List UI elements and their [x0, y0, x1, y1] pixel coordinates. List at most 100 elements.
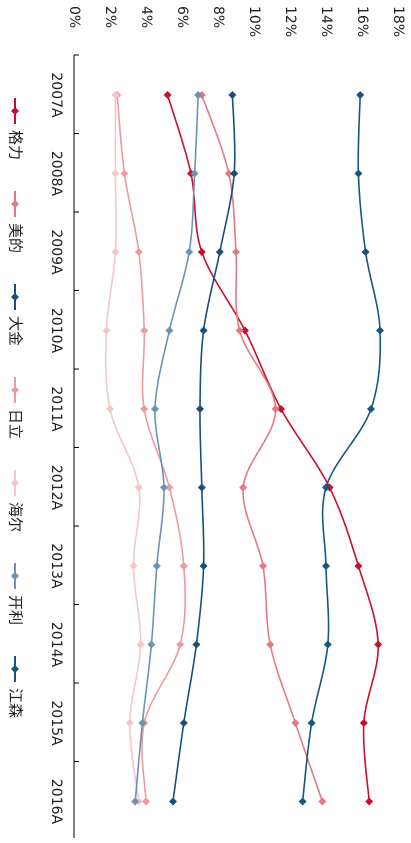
- series-3: [169, 91, 239, 806]
- data-point: [241, 326, 249, 335]
- series-line: [172, 94, 236, 802]
- data-point: [232, 248, 240, 256]
- category-label: 2010A: [48, 308, 64, 354]
- value-tick-label: 6%: [174, 6, 190, 28]
- series-5: [102, 91, 145, 806]
- legend-marker: [11, 386, 19, 394]
- data-point: [134, 248, 143, 256]
- data-point: [169, 797, 177, 806]
- category-label: 2011A: [48, 386, 64, 432]
- legend-label: 海尔: [7, 502, 25, 532]
- data-point: [277, 405, 285, 413]
- legend-label: 江森: [7, 688, 25, 718]
- category-label: 2016A: [48, 779, 64, 825]
- data-point: [140, 405, 149, 413]
- legend-item: 开利: [7, 563, 25, 625]
- category-label: 2007A: [48, 72, 64, 118]
- legend-label: 格力: [7, 130, 25, 160]
- value-tick-label: 16%: [354, 6, 370, 37]
- data-point: [239, 483, 248, 492]
- data-point: [318, 797, 327, 806]
- data-point: [163, 91, 172, 99]
- legend-marker: [11, 479, 19, 487]
- data-point: [359, 719, 368, 727]
- data-point: [111, 169, 120, 178]
- data-point: [120, 169, 129, 178]
- value-tick-label: 14%: [318, 6, 334, 37]
- category-axis: 2007A 2008A 2009A 2010A 2011A 2012A 2013A 2014A…: [48, 54, 79, 838]
- data-point: [151, 405, 159, 413]
- data-point: [176, 640, 185, 649]
- data-point: [165, 483, 174, 492]
- data-point: [165, 326, 174, 335]
- data-point: [134, 483, 143, 492]
- data-point: [192, 640, 201, 649]
- legend-label: 开利: [7, 595, 25, 625]
- value-tick-label: 8%: [210, 6, 226, 28]
- data-point: [102, 326, 111, 335]
- data-point: [266, 640, 275, 649]
- legend-marker: [11, 200, 19, 208]
- data-point: [111, 248, 120, 256]
- data-point: [140, 326, 149, 335]
- legend-marker: [11, 107, 19, 115]
- value-axis: 0% 2% 4% 6% 8% 10% 12% 14% 16% 18%: [66, 6, 406, 37]
- data-point: [125, 719, 134, 727]
- value-tick-label: 18%: [390, 6, 406, 37]
- legend-marker: [11, 293, 19, 301]
- series-line: [134, 94, 199, 802]
- data-point: [376, 326, 384, 335]
- series-1: [163, 91, 383, 806]
- legend-item: 海尔: [7, 470, 25, 532]
- legend-item: 江森: [7, 656, 25, 718]
- series-line: [301, 94, 382, 802]
- series-line: [116, 94, 187, 802]
- data-point: [307, 719, 316, 727]
- value-tick-label: 12%: [282, 6, 298, 37]
- value-tick-label: 10%: [246, 6, 262, 37]
- data-point: [228, 91, 237, 99]
- data-point: [138, 719, 147, 727]
- series-4: [113, 91, 188, 806]
- data-point: [354, 169, 363, 178]
- data-point: [322, 483, 330, 492]
- series-line: [201, 94, 324, 802]
- legend-label: 大金: [7, 316, 25, 346]
- series-2: [197, 91, 327, 806]
- data-point: [354, 562, 363, 570]
- data-point: [235, 326, 244, 335]
- data-point: [361, 248, 370, 256]
- data-point: [160, 483, 168, 492]
- legend-item: 日立: [7, 377, 25, 439]
- series-7: [298, 91, 384, 806]
- value-tick-label: 4%: [138, 6, 154, 28]
- value-tick-label: 2%: [102, 6, 118, 28]
- data-point: [185, 248, 194, 256]
- legend-item: 美的: [7, 191, 25, 253]
- series-line: [166, 94, 380, 802]
- data-point: [215, 248, 224, 256]
- series-6: [131, 91, 203, 806]
- value-tick-label: 0%: [66, 6, 82, 28]
- data-point: [259, 562, 267, 570]
- data-point: [199, 562, 208, 570]
- data-point: [271, 405, 280, 413]
- data-point: [190, 169, 199, 178]
- legend-item: 格力: [7, 98, 25, 160]
- data-point: [179, 719, 188, 727]
- category-label: 2013A: [48, 543, 64, 589]
- data-point: [179, 562, 188, 570]
- data-point: [298, 797, 307, 806]
- legend-marker: [11, 572, 19, 580]
- data-point: [152, 562, 161, 570]
- data-point: [147, 640, 156, 649]
- legend-marker: [11, 665, 19, 673]
- data-point: [131, 797, 140, 806]
- category-label: 2008A: [48, 151, 64, 197]
- data-point: [197, 248, 206, 256]
- category-label: 2014A: [48, 622, 64, 668]
- data-point: [374, 640, 383, 649]
- data-point: [224, 169, 233, 178]
